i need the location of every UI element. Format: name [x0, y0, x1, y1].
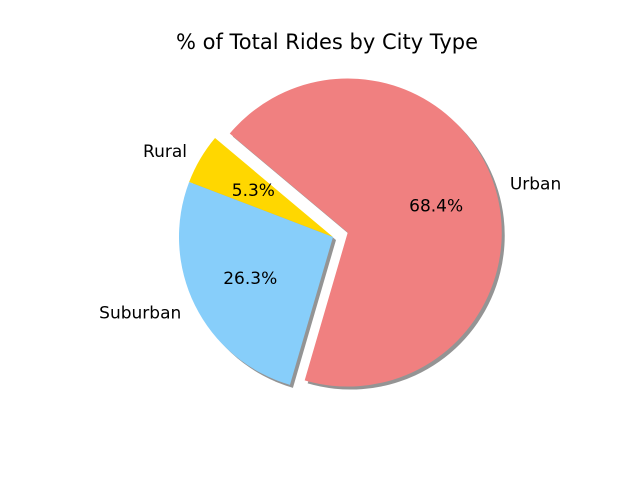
percent-label-suburban: 26.3% [223, 269, 277, 289]
pie-slice-suburban [179, 182, 333, 385]
category-label-suburban: Suburban [99, 303, 181, 323]
chart-title: % of Total Rides by City Type [176, 30, 478, 54]
percent-label-urban: 68.4% [409, 197, 463, 217]
category-label-rural: Rural [143, 142, 187, 162]
labels: Rural 5.3% Suburban 26.3% Urban 68.4% [99, 142, 561, 323]
category-label-urban: Urban [510, 174, 561, 194]
pie-slice-rural [189, 138, 333, 237]
pie-slice-urban [229, 78, 502, 387]
percent-label-rural: 5.3% [232, 181, 275, 201]
slices [179, 78, 502, 387]
